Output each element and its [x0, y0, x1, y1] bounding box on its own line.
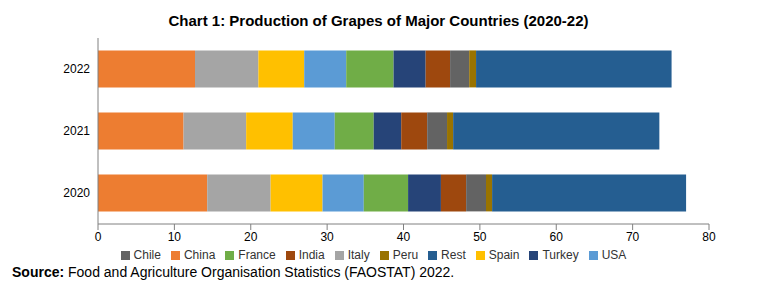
- html-text:Turkey: Turkey: [542, 248, 579, 262]
- svg-text:20: 20: [244, 230, 258, 244]
- svg-text:80: 80: [702, 230, 716, 244]
- svg-text:2020: 2020: [63, 186, 90, 200]
- svg-text:10: 10: [168, 230, 182, 244]
- html-text:India: India: [298, 248, 325, 262]
- svg-text:2022: 2022: [63, 62, 90, 76]
- svg-text:30: 30: [320, 230, 334, 244]
- svg-text:70: 70: [626, 230, 640, 244]
- svg-text:2021: 2021: [63, 124, 90, 138]
- html-text:Rest: Rest: [441, 248, 466, 262]
- html-text:Chart 1: Production of Grapes: Chart 1: Production of Grapes of Major C…: [168, 12, 589, 29]
- html-text:Italy: Italy: [347, 248, 370, 262]
- html-text:USA: USA: [601, 248, 627, 262]
- svg-text:0: 0: [95, 230, 102, 244]
- html-text:China: China: [184, 248, 216, 262]
- svg-text:60: 60: [550, 230, 564, 244]
- html-text:Chile: Chile: [133, 248, 161, 262]
- svg-text:40: 40: [397, 230, 411, 244]
- html-text:France: France: [238, 248, 276, 262]
- html-text:Peru: Peru: [392, 248, 419, 262]
- html-text:Spain: Spain: [488, 248, 520, 262]
- svg-text:50: 50: [473, 230, 487, 244]
- html-text:Source: Food and Agriculture O: Source: Food and Agriculture Organisatio…: [12, 264, 455, 280]
